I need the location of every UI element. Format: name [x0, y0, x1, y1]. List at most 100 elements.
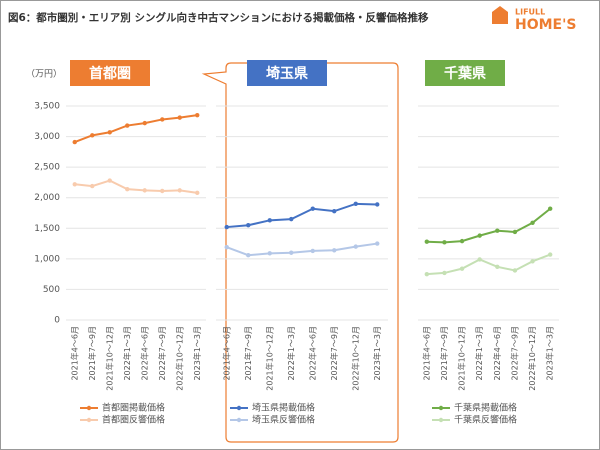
series-line: [426, 253, 551, 276]
x-tick-label: 2022年10～12月: [527, 326, 537, 391]
data-point: [353, 201, 358, 207]
data-point: [495, 264, 500, 270]
data-point: [246, 223, 251, 228]
data-point: [530, 220, 535, 225]
data-point: [142, 188, 147, 193]
legend-label: 首都圏反響価格: [102, 414, 165, 426]
x-tick-label: 2021年7～9月: [439, 326, 449, 381]
data-point: [459, 238, 465, 244]
data-point: [477, 257, 482, 262]
legend-label: 埼玉県掲載価格: [252, 402, 315, 414]
x-tick-label: 2022年7～9月: [329, 326, 339, 381]
x-tick-label: 2022年1～3月: [122, 326, 132, 381]
data-point: [142, 120, 147, 126]
data-point: [72, 139, 77, 145]
x-tick-label: 2021年4～6月: [221, 326, 231, 381]
legend-label: 千葉県掲載価格: [454, 402, 517, 414]
chart-title-box: [70, 60, 150, 86]
data-point: [332, 248, 337, 253]
data-point: [107, 178, 112, 183]
data-point: [512, 268, 518, 273]
data-point: [353, 244, 358, 249]
data-point: [195, 190, 200, 196]
y-tick-label: 3,000: [34, 132, 60, 142]
x-tick-label: 2021年7～9月: [87, 326, 97, 381]
data-point: [90, 183, 95, 189]
data-point: [442, 240, 447, 245]
data-point: [125, 123, 130, 128]
data-point: [424, 239, 430, 244]
data-point: [547, 252, 553, 257]
data-point: [224, 224, 229, 230]
logo-main: HOME'S: [515, 17, 576, 33]
series-line: [74, 114, 198, 144]
data-point: [442, 270, 447, 276]
y-tick-label: 500: [43, 285, 60, 295]
data-point: [332, 208, 337, 214]
legend-marker: [86, 405, 92, 411]
data-point: [160, 188, 165, 194]
x-tick-label: 2021年10～12月: [104, 326, 114, 391]
x-tick-label: 2022年4～6月: [139, 326, 149, 381]
series-line: [426, 207, 551, 244]
x-tick-label: 2023年1～3月: [192, 326, 202, 381]
y-tick-label: 3,500: [34, 102, 60, 112]
data-point: [375, 202, 380, 207]
y-tick-label: 1,000: [34, 254, 60, 264]
x-tick-label: 2022年1～3月: [474, 326, 484, 381]
series-line: [74, 179, 198, 194]
data-point: [72, 182, 77, 187]
data-point: [267, 251, 272, 256]
data-point: [547, 206, 553, 211]
x-tick-label: 2023年1～3月: [545, 326, 555, 381]
x-tick-label: 2021年10～12月: [264, 326, 274, 391]
x-tick-label: 2022年10～12月: [174, 326, 184, 391]
data-point: [177, 115, 182, 120]
data-point: [375, 241, 380, 246]
data-point: [160, 117, 165, 122]
x-tick-label: 2021年7～9月: [243, 326, 253, 381]
logo-top: LIFULL: [515, 8, 545, 17]
data-point: [477, 233, 482, 238]
chart-title: 埼玉県: [266, 65, 308, 82]
legend-label: 千葉県反響価格: [454, 414, 517, 426]
legend-label: 首都圏掲載価格: [102, 402, 165, 414]
data-point: [267, 218, 272, 223]
y-tick-label: 2,500: [34, 163, 60, 173]
x-tick-label: 2021年4～6月: [421, 326, 431, 381]
series-line: [226, 242, 378, 257]
data-point: [495, 228, 500, 233]
data-point: [310, 206, 315, 211]
data-point: [177, 188, 182, 193]
legend-marker: [236, 405, 242, 411]
data-point: [195, 112, 200, 118]
legend-marker: [438, 417, 444, 423]
chart-title-box: [247, 60, 327, 86]
x-tick-label: 2022年10～12月: [350, 326, 360, 391]
x-tick-label: 2022年4～6月: [307, 326, 317, 381]
legend-marker: [86, 417, 92, 423]
y-axis-label: （万円）: [26, 69, 62, 80]
data-point: [289, 216, 294, 222]
x-tick-label: 2021年4～6月: [69, 326, 79, 381]
data-point: [224, 245, 229, 250]
y-tick-label: 2,000: [34, 193, 60, 203]
x-tick-label: 2021年10～12月: [457, 326, 467, 391]
data-point: [530, 259, 535, 264]
data-point: [107, 130, 112, 135]
data-point: [90, 133, 95, 138]
data-point: [125, 186, 130, 192]
chart-title-box: [425, 60, 505, 86]
data-point: [310, 248, 315, 254]
legend-marker: [438, 405, 444, 411]
chart-title: 千葉県: [444, 65, 486, 82]
x-tick-label: 2022年7～9月: [157, 326, 167, 381]
data-point: [512, 229, 518, 235]
data-point: [424, 271, 430, 277]
data-point: [289, 250, 294, 255]
legend-label: 埼玉県反響価格: [252, 414, 315, 426]
data-point: [459, 266, 465, 271]
x-tick-label: 2022年7～9月: [509, 326, 519, 381]
y-tick-label: 1,500: [34, 224, 60, 234]
x-tick-label: 2022年1～3月: [286, 326, 296, 381]
